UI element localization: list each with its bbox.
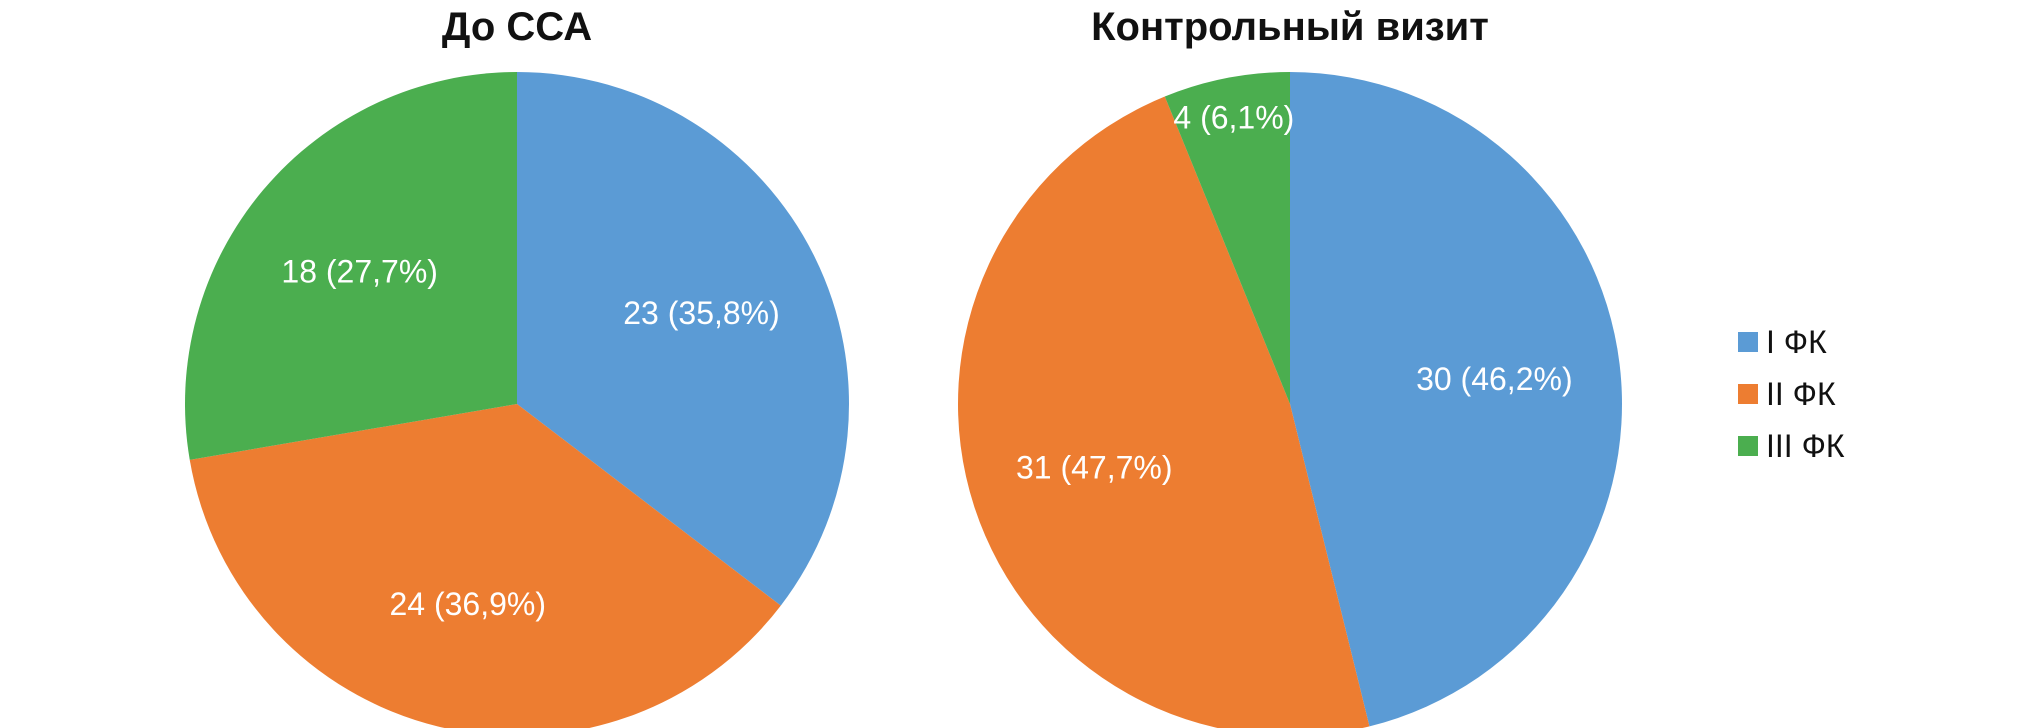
legend-item-iii-fk: III ФК	[1738, 428, 1845, 464]
data-label-before-ssa-i-fk: 23 (35,8%)	[623, 295, 780, 331]
chart-title-control-visit: Контрольный визит	[1091, 5, 1489, 49]
legend-item-i-fk: I ФК	[1738, 324, 1827, 360]
pie-chart-control-visit: Контрольный визит 30 (46,2%) 31 (47,7%) 4 …	[957, 5, 1622, 728]
pie-slice-before-ssa-iii-fk	[185, 72, 517, 460]
pie-slices-control-visit	[957, 72, 1622, 728]
chart-title-before-ssa: До ССА	[442, 5, 592, 49]
pie-slices-before-ssa	[185, 72, 850, 728]
legend-swatch-iii-fk	[1738, 436, 1758, 456]
legend-label-iii-fk: III ФК	[1766, 428, 1845, 464]
legend: I ФК II ФК III ФК	[1738, 324, 1845, 464]
legend-swatch-i-fk	[1738, 332, 1758, 352]
pie-slice-before-ssa-i-fk	[517, 72, 850, 606]
pie-chart-before-ssa: До ССА 23 (35,8%) 24 (36,9%) 18 (27,7%)	[185, 5, 850, 728]
data-label-before-ssa-iii-fk: 18 (27,7%)	[281, 253, 438, 289]
legend-swatch-ii-fk	[1738, 384, 1758, 404]
pie-labels-before-ssa: 23 (35,8%) 24 (36,9%) 18 (27,7%)	[281, 253, 779, 622]
data-label-control-visit-ii-fk: 31 (47,7%)	[1016, 450, 1173, 486]
pie-labels-control-visit: 30 (46,2%) 31 (47,7%) 4 (6,1%)	[1016, 99, 1573, 485]
data-label-before-ssa-ii-fk: 24 (36,9%)	[389, 586, 546, 622]
legend-item-ii-fk: II ФК	[1738, 376, 1836, 412]
pie-slice-control-visit-i-fk	[1290, 72, 1622, 727]
pie-slice-control-visit-iii-fk	[1164, 72, 1290, 404]
pie-slice-before-ssa-ii-fk	[189, 404, 781, 728]
data-label-control-visit-iii-fk: 4 (6,1%)	[1173, 99, 1294, 135]
pie-slice-control-visit-ii-fk	[957, 96, 1370, 728]
legend-label-ii-fk: II ФК	[1766, 376, 1836, 412]
legend-label-i-fk: I ФК	[1766, 324, 1827, 360]
data-label-control-visit-i-fk: 30 (46,2%)	[1416, 361, 1573, 397]
